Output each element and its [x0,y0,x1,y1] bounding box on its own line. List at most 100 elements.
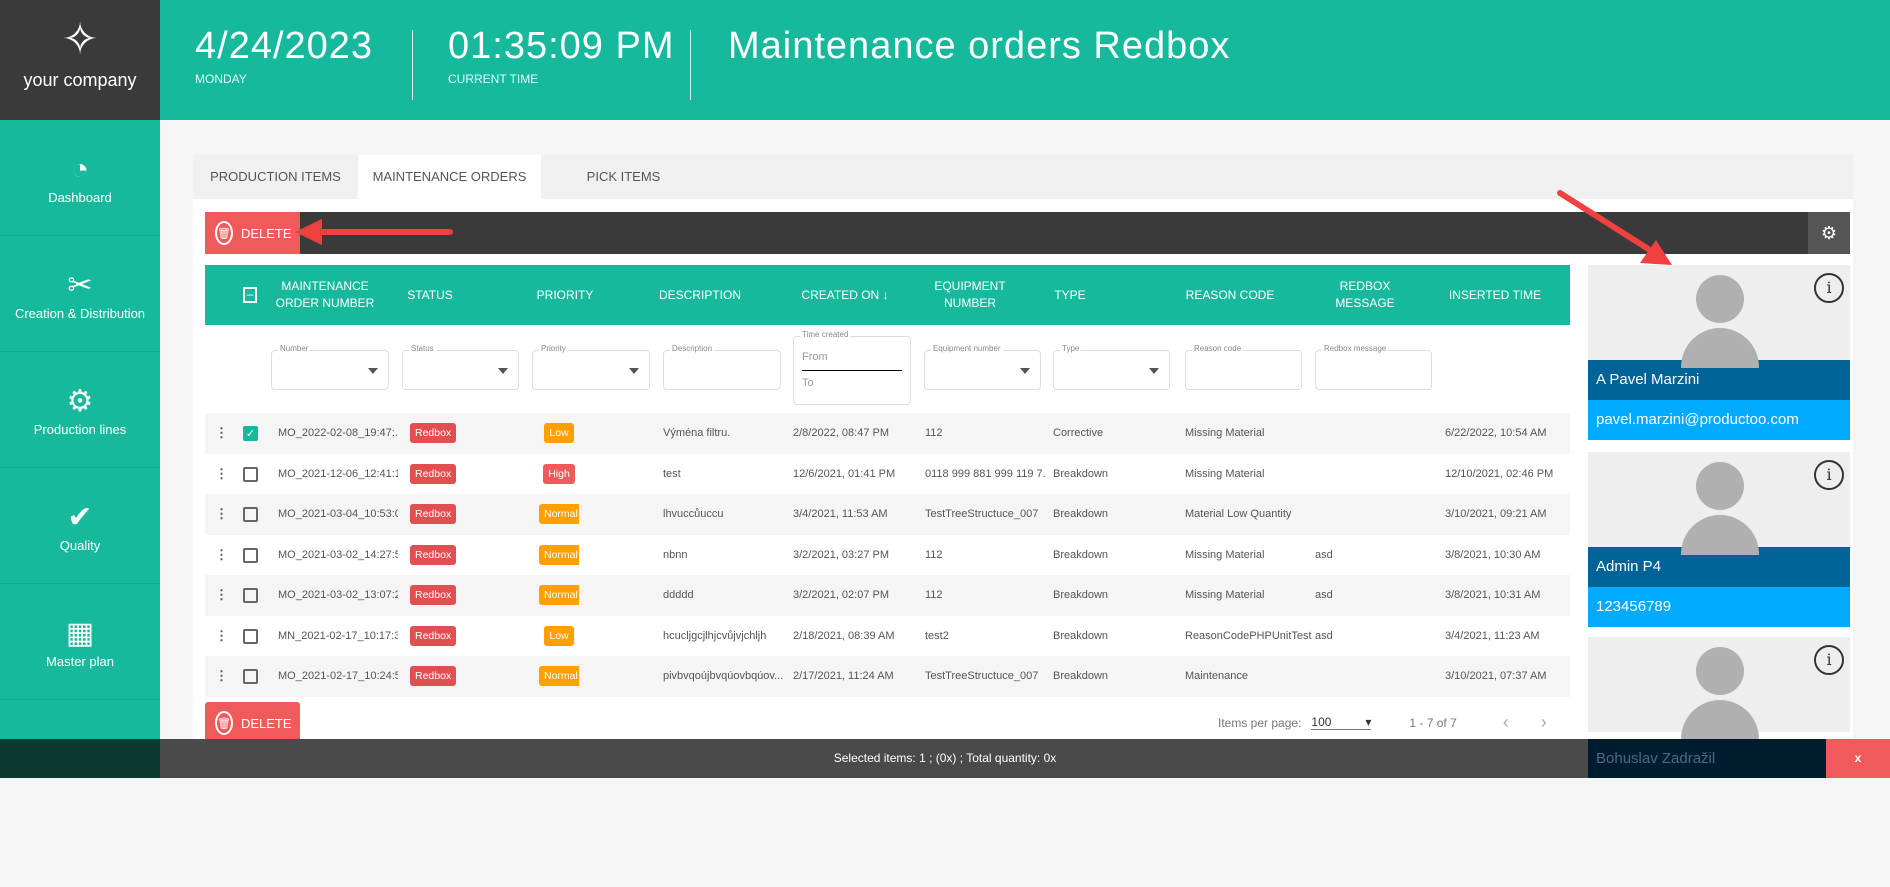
priority-badge: Normal [539,585,579,606]
description: lhvuccůuccu [663,508,724,520]
column-header-status[interactable]: STATUS [407,287,453,302]
info-icon[interactable]: i [1814,645,1844,675]
row-menu-icon[interactable]: ⋮ [215,587,228,602]
created-on: 3/4/2021, 11:53 AM [793,508,888,520]
equipment-number: 0118 999 881 999 119 7... [925,467,1045,480]
sidebar-item-quality[interactable]: ✔ Quality [0,468,160,584]
to-input[interactable]: To [802,377,814,389]
sidebar-item-label: Dashboard [48,190,112,205]
user-card[interactable]: i A Pavel Marzini pavel.marzini@producto… [1588,265,1850,515]
row-menu-icon[interactable]: ⋮ [215,425,228,440]
prev-page-icon[interactable]: ‹ [1502,712,1509,732]
table-header: – MAINTENANCE ORDER NUMBER STATUS PRIORI… [205,265,1570,325]
reason-filter[interactable]: Reason code [1185,344,1302,390]
inserted-time: 3/8/2021, 10:30 AM [1445,548,1541,561]
column-header-number[interactable]: MAINTENANCE ORDER NUMBER [275,279,375,310]
redbox-message-filter[interactable]: Redbox message [1315,344,1432,390]
conveyor-icon: ⚙ [66,385,94,418]
trash-icon: 🗑 [215,711,233,735]
reason-code: Missing Material [1185,427,1265,439]
table-row[interactable]: ⋮ MN_2021-02-17_10:17:39 Redbox Low hcuc… [205,615,1570,656]
time-block: 01:35:09 PM CURRENT TIME [448,25,674,86]
select-all-checkbox[interactable]: – [240,265,260,325]
status-cell: Redbox [410,413,457,454]
dropdown-arrow-icon: ▾ [1365,715,1372,729]
delete-button-bottom[interactable]: 🗑 DELETE [205,702,300,744]
table-row[interactable]: ⋮ ✓ MO_2022-02-08_19:47:... Redbox Low V… [205,413,1570,454]
row-menu-icon[interactable]: ⋮ [215,627,228,643]
inserted-time: 3/8/2021, 10:31 AM [1445,589,1541,601]
sidebar-item-master-plan[interactable]: ▦ Master plan [0,584,160,700]
equipment-filter[interactable]: Equipment number [924,344,1041,390]
type-filter[interactable]: Type [1053,344,1170,390]
column-header-equipment[interactable]: EQUIPMENT NUMBER [934,279,1006,310]
info-icon[interactable]: i [1814,273,1844,303]
sidebar-item-production-lines[interactable]: ⚙ Production lines [0,352,160,468]
row-checkbox[interactable] [243,669,258,684]
table-row[interactable]: ⋮ MO_2021-12-06_12:41:13 Redbox High tes… [205,453,1570,494]
column-header-reason[interactable]: REASON CODE [1185,287,1275,302]
table-row[interactable]: ⋮ MO_2021-03-02_14:27:55 Redbox Normal n… [205,534,1570,575]
sidebar-item-dashboard[interactable]: ◔ Dashboard [0,120,160,236]
table-row[interactable]: ⋮ MO_2021-02-17_10:24:55 Redbox Normal p… [205,656,1570,697]
type: Breakdown [1053,629,1109,642]
equipment-number: 112 [925,589,943,601]
filter-label: Priority [539,344,568,353]
tab-pick-items[interactable]: PICK ITEMS [586,169,661,184]
user-card[interactable]: i Admin P4 123456789 [1588,452,1850,702]
settings-gear-icon[interactable]: ⚙ [1808,212,1850,254]
from-input[interactable]: From [802,351,902,371]
sidebar-item-creation[interactable]: ✂ Creation & Distribution [0,236,160,352]
priority-badge: Normal [539,504,579,525]
row-checkbox[interactable]: ✓ [243,426,258,441]
row-menu-icon[interactable]: ⋮ [215,465,228,481]
next-page-icon[interactable]: › [1540,712,1547,732]
close-button[interactable]: x [1826,739,1890,778]
info-icon[interactable]: i [1814,460,1844,490]
column-header-redbox-message[interactable]: REDBOX MESSAGE [1335,279,1395,310]
row-checkbox[interactable] [243,466,258,482]
filter-label: Type [1060,344,1082,353]
status-cell: Redbox [410,656,457,697]
row-checkbox[interactable] [243,507,258,522]
row-checkbox[interactable] [243,588,258,603]
row-checkbox[interactable] [243,547,258,563]
company-logo[interactable]: ✧ your company [0,0,160,120]
row-checkbox[interactable] [243,628,258,644]
column-header-created-on[interactable]: CREATED ON ↓ [790,265,900,325]
status-cell: Redbox [410,494,457,535]
user-card[interactable]: i [1588,637,1850,887]
priority-badge: Low [544,423,574,444]
reason-code: Maintenance [1185,670,1248,682]
description-filter[interactable]: Description [663,344,781,390]
table-row[interactable]: ⋮ MO_2021-03-04_10:53:01 Redbox Normal l… [205,494,1570,535]
equipment-number: 112 [925,548,943,561]
tab-production-items[interactable]: PRODUCTION ITEMS [210,169,341,184]
sidebar-item-label: Creation & Distribution [14,306,146,321]
tab-maintenance-orders[interactable]: MAINTENANCE ORDERS [358,155,541,199]
created-on: 3/2/2021, 02:07 PM [793,589,890,601]
type: Breakdown [1053,589,1109,601]
selection-summary: Selected items: 1 ; (0x) ; Total quantit… [833,751,1057,765]
row-menu-icon[interactable]: ⋮ [215,668,228,683]
inserted-time: 6/22/2022, 10:54 AM [1445,427,1547,439]
status-filter[interactable]: Status [402,344,519,390]
delete-button[interactable]: 🗑 DELETE [205,212,300,254]
column-header-description[interactable]: DESCRIPTION [659,287,742,302]
time-created-filter[interactable]: Time created From To [793,330,911,405]
reason-code: ReasonCodePHPUnitTest [1185,629,1312,642]
table-row[interactable]: ⋮ MO_2021-03-02_13:07:25 Redbox Normal d… [205,575,1570,616]
column-header-type[interactable]: TYPE [1054,287,1086,302]
column-header-priority[interactable]: PRIORITY [536,287,594,302]
items-per-page-select[interactable]: 100 ▾ [1311,715,1372,730]
priority-filter[interactable]: Priority [532,344,650,390]
order-number: MO_2021-02-17_10:24:55 [278,670,398,682]
row-menu-icon[interactable]: ⋮ [215,546,228,562]
column-header-inserted[interactable]: INSERTED TIME [1448,287,1542,302]
number-filter[interactable]: Number [271,344,389,390]
logo-icon: ✧ [61,15,99,64]
user-email: pavel.marzini@productoo.com [1588,400,1850,440]
description: test [663,467,681,480]
page-range: 1 - 7 of 7 [1409,715,1457,730]
row-menu-icon[interactable]: ⋮ [215,506,228,521]
